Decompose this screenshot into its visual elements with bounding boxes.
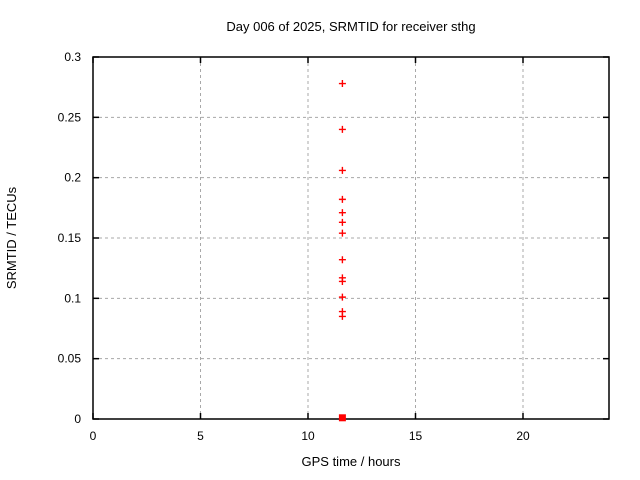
y-tick-label: 0.25 [58, 110, 82, 124]
x-tick-label: 5 [197, 429, 204, 443]
axis-ticks [92, 56, 609, 420]
gridlines [93, 56, 609, 419]
data-point-plus-marker [338, 195, 346, 203]
data-point-plus-marker [338, 166, 346, 174]
data-point-plus-marker [338, 312, 346, 320]
y-tick-label: 0.3 [64, 50, 81, 64]
x-tick-label: 15 [409, 429, 423, 443]
y-axis-label: SRMTID / TECUs [4, 186, 19, 289]
data-point-plus-marker [338, 80, 346, 88]
data-point-plus-marker [338, 209, 346, 217]
data-point-plus-marker [338, 125, 346, 133]
data-point-square-marker [338, 414, 346, 422]
data-point-plus-marker [338, 256, 346, 264]
y-tick-label: 0.2 [64, 171, 81, 185]
x-tick-label: 10 [301, 429, 315, 443]
tick-labels: 0 5 10 15 20 0 0.05 0.1 0.15 0.2 0.25 0.3 [58, 50, 530, 443]
data-point-plus-marker [338, 277, 346, 285]
y-tick-label: 0.1 [64, 291, 81, 305]
x-axis-label: GPS time / hours [302, 454, 401, 469]
chart-title: Day 006 of 2025, SRMTID for receiver sth… [226, 19, 475, 34]
data-point-plus-marker [338, 293, 346, 301]
y-tick-label: 0.15 [58, 231, 82, 245]
data-point-plus-marker [338, 229, 346, 237]
x-tick-label: 20 [516, 429, 530, 443]
y-tick-label: 0.05 [58, 352, 82, 366]
data-points [338, 80, 346, 422]
y-tick-label: 0 [74, 412, 81, 426]
x-tick-label: 0 [90, 429, 97, 443]
data-point-plus-marker [338, 218, 346, 226]
